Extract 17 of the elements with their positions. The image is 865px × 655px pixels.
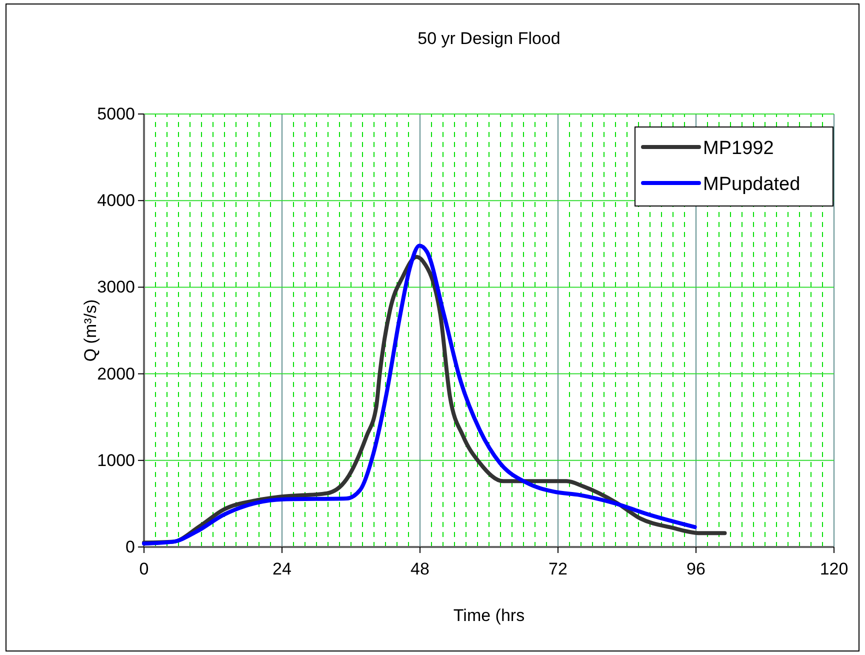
x-tick-label: 24 (272, 560, 292, 579)
y-tick-label: 2000 (97, 364, 135, 384)
x-tick-label: 96 (686, 560, 706, 579)
y-tick-label: 3000 (97, 278, 135, 297)
x-tick-label: 48 (410, 560, 430, 579)
x-tick-label: 72 (548, 560, 568, 579)
y-tick-label: 0 (126, 537, 135, 556)
x-tick-label: 0 (139, 560, 149, 579)
legend-label: MPupdated (703, 174, 800, 195)
y-tick-label: 5000 (97, 104, 135, 124)
y-axis-title: Q (m³/s) (81, 299, 100, 362)
x-axis-title: Time (hrs (453, 606, 525, 625)
chart-title: 50 yr Design Flood (418, 29, 560, 48)
y-tick-label: 1000 (97, 450, 135, 470)
legend-label: MP1992 (703, 138, 774, 159)
x-tick-label: 120 (820, 560, 848, 579)
y-tick-label: 4000 (97, 191, 135, 210)
